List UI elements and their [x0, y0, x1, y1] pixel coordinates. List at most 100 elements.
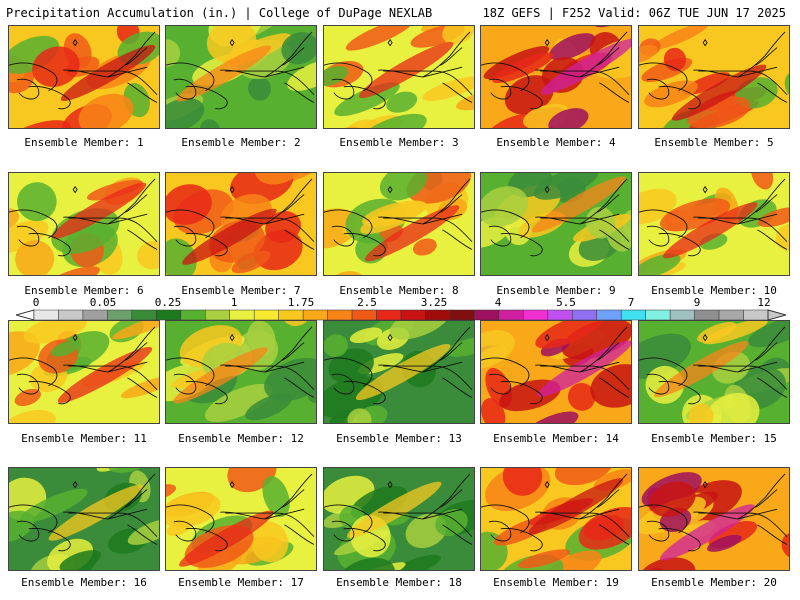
ensemble-member-label: Ensemble Member: 20	[651, 576, 777, 589]
colorbar-cell	[474, 309, 500, 321]
colorbar-cell	[449, 309, 475, 321]
ensemble-panel	[480, 25, 632, 129]
colorbar-cell	[351, 309, 377, 321]
ensemble-panel	[638, 25, 790, 129]
ensemble-member-label: Ensemble Member: 11	[21, 432, 147, 445]
colorbar-cell	[572, 309, 597, 321]
colorbar-arrow-left	[16, 309, 35, 321]
precip-map	[481, 468, 631, 570]
run-info: 18Z GEFS | F252 Valid: 06Z TUE JUN 17 20…	[482, 6, 786, 20]
ensemble-member-label: Ensemble Member: 2	[181, 136, 301, 149]
precip-map	[324, 26, 474, 128]
ensemble-panel	[8, 467, 160, 571]
colorbar-cell	[694, 309, 720, 321]
ensemble-member-label: Ensemble Member: 14	[493, 432, 619, 445]
ensemble-panel	[8, 172, 160, 276]
colorbar-tick-label: 7	[627, 296, 635, 309]
colorbar-cell	[205, 309, 230, 321]
colorbar-cell	[229, 309, 255, 321]
ensemble-member-label: Ensemble Member: 8	[339, 284, 459, 297]
ensemble-panel	[638, 320, 790, 424]
colorbar-tick-label: 1	[230, 296, 238, 309]
ensemble-member-label: Ensemble Member: 7	[181, 284, 301, 297]
ensemble-member-label: Ensemble Member: 5	[654, 136, 774, 149]
precip-map	[639, 472, 789, 570]
precip-map	[9, 468, 159, 570]
ensemble-member-label: Ensemble Member: 6	[24, 284, 144, 297]
precip-map	[639, 26, 789, 128]
colorbar-cell	[669, 309, 695, 321]
ensemble-panel	[323, 467, 475, 571]
precip-map	[324, 321, 474, 423]
ensemble-member-label: Ensemble Member: 10	[651, 284, 777, 297]
ensemble-panel	[165, 25, 317, 129]
ensemble-member-label: Ensemble Member: 12	[178, 432, 304, 445]
ensemble-panel	[323, 320, 475, 424]
product-title: Precipitation Accumulation (in.) | Colle…	[6, 6, 433, 20]
colorbar-cell	[400, 309, 426, 321]
ensemble-panel	[8, 320, 160, 424]
colorbar-cell	[596, 309, 622, 321]
colorbar	[16, 309, 786, 321]
colorbar-tick-label: 12	[757, 296, 771, 309]
ensemble-panel	[165, 320, 317, 424]
ensemble-member-label: Ensemble Member: 9	[496, 284, 616, 297]
colorbar-cell	[718, 309, 744, 321]
colorbar-cell	[645, 309, 671, 321]
precip-map	[166, 173, 316, 275]
ensemble-member-label: Ensemble Member: 16	[21, 576, 147, 589]
precip-map	[9, 26, 159, 128]
colorbar-cell	[425, 309, 451, 321]
precip-map	[166, 321, 316, 423]
colorbar-tick-label: 3.25	[420, 296, 448, 309]
ensemble-panel	[165, 467, 317, 571]
precip-map	[324, 173, 473, 275]
precip-map	[639, 173, 789, 275]
ensemble-panel	[638, 467, 790, 571]
colorbar-tick-label: 2.5	[357, 296, 377, 309]
precip-map	[9, 321, 159, 423]
colorbar-cell	[376, 309, 402, 321]
colorbar-cell	[180, 309, 206, 321]
precip-map	[166, 26, 316, 128]
colorbar-cell	[253, 309, 279, 321]
ensemble-member-label: Ensemble Member: 4	[496, 136, 616, 149]
colorbar-tick-label: 5.5	[556, 296, 576, 309]
colorbar-cell	[327, 309, 353, 321]
colorbar-arrow-right	[767, 309, 786, 321]
ensemble-panel	[638, 172, 790, 276]
colorbar-cell	[33, 309, 59, 321]
colorbar-tick-label: 9	[693, 296, 701, 309]
ensemble-member-label: Ensemble Member: 3	[339, 136, 459, 149]
header: Precipitation Accumulation (in.) | Colle…	[0, 0, 800, 24]
ensemble-panel	[165, 172, 317, 276]
colorbar-cell	[58, 309, 84, 321]
colorbar-cell	[498, 309, 524, 321]
colorbar-tick-label: 0.05	[89, 296, 117, 309]
precip-map	[481, 173, 631, 267]
precip-map	[481, 26, 631, 128]
ensemble-member-label: Ensemble Member: 13	[336, 432, 462, 445]
precip-map	[166, 468, 315, 570]
ensemble-member-label: Ensemble Member: 1	[24, 136, 144, 149]
precip-map	[481, 321, 631, 423]
colorbar-cell	[743, 309, 769, 321]
precip-map	[9, 177, 159, 275]
ensemble-member-label: Ensemble Member: 18	[336, 576, 462, 589]
colorbar-cell	[156, 309, 182, 321]
colorbar-cell	[547, 309, 573, 321]
colorbar-tick-label: 4	[494, 296, 502, 309]
colorbar-cell	[523, 309, 549, 321]
precip-map	[639, 321, 789, 423]
colorbar-cell	[278, 309, 304, 321]
colorbar-tick-label: 0.25	[154, 296, 182, 309]
colorbar-tick-label: 1.75	[287, 296, 315, 309]
ensemble-member-label: Ensemble Member: 17	[178, 576, 304, 589]
ensemble-panel	[323, 172, 475, 276]
ensemble-panel	[323, 25, 475, 129]
ensemble-panel	[480, 467, 632, 571]
colorbar-cell	[620, 309, 646, 321]
colorbar-tick-label: 0	[32, 296, 40, 309]
ensemble-panel	[480, 172, 632, 276]
colorbar-cell	[107, 309, 133, 321]
